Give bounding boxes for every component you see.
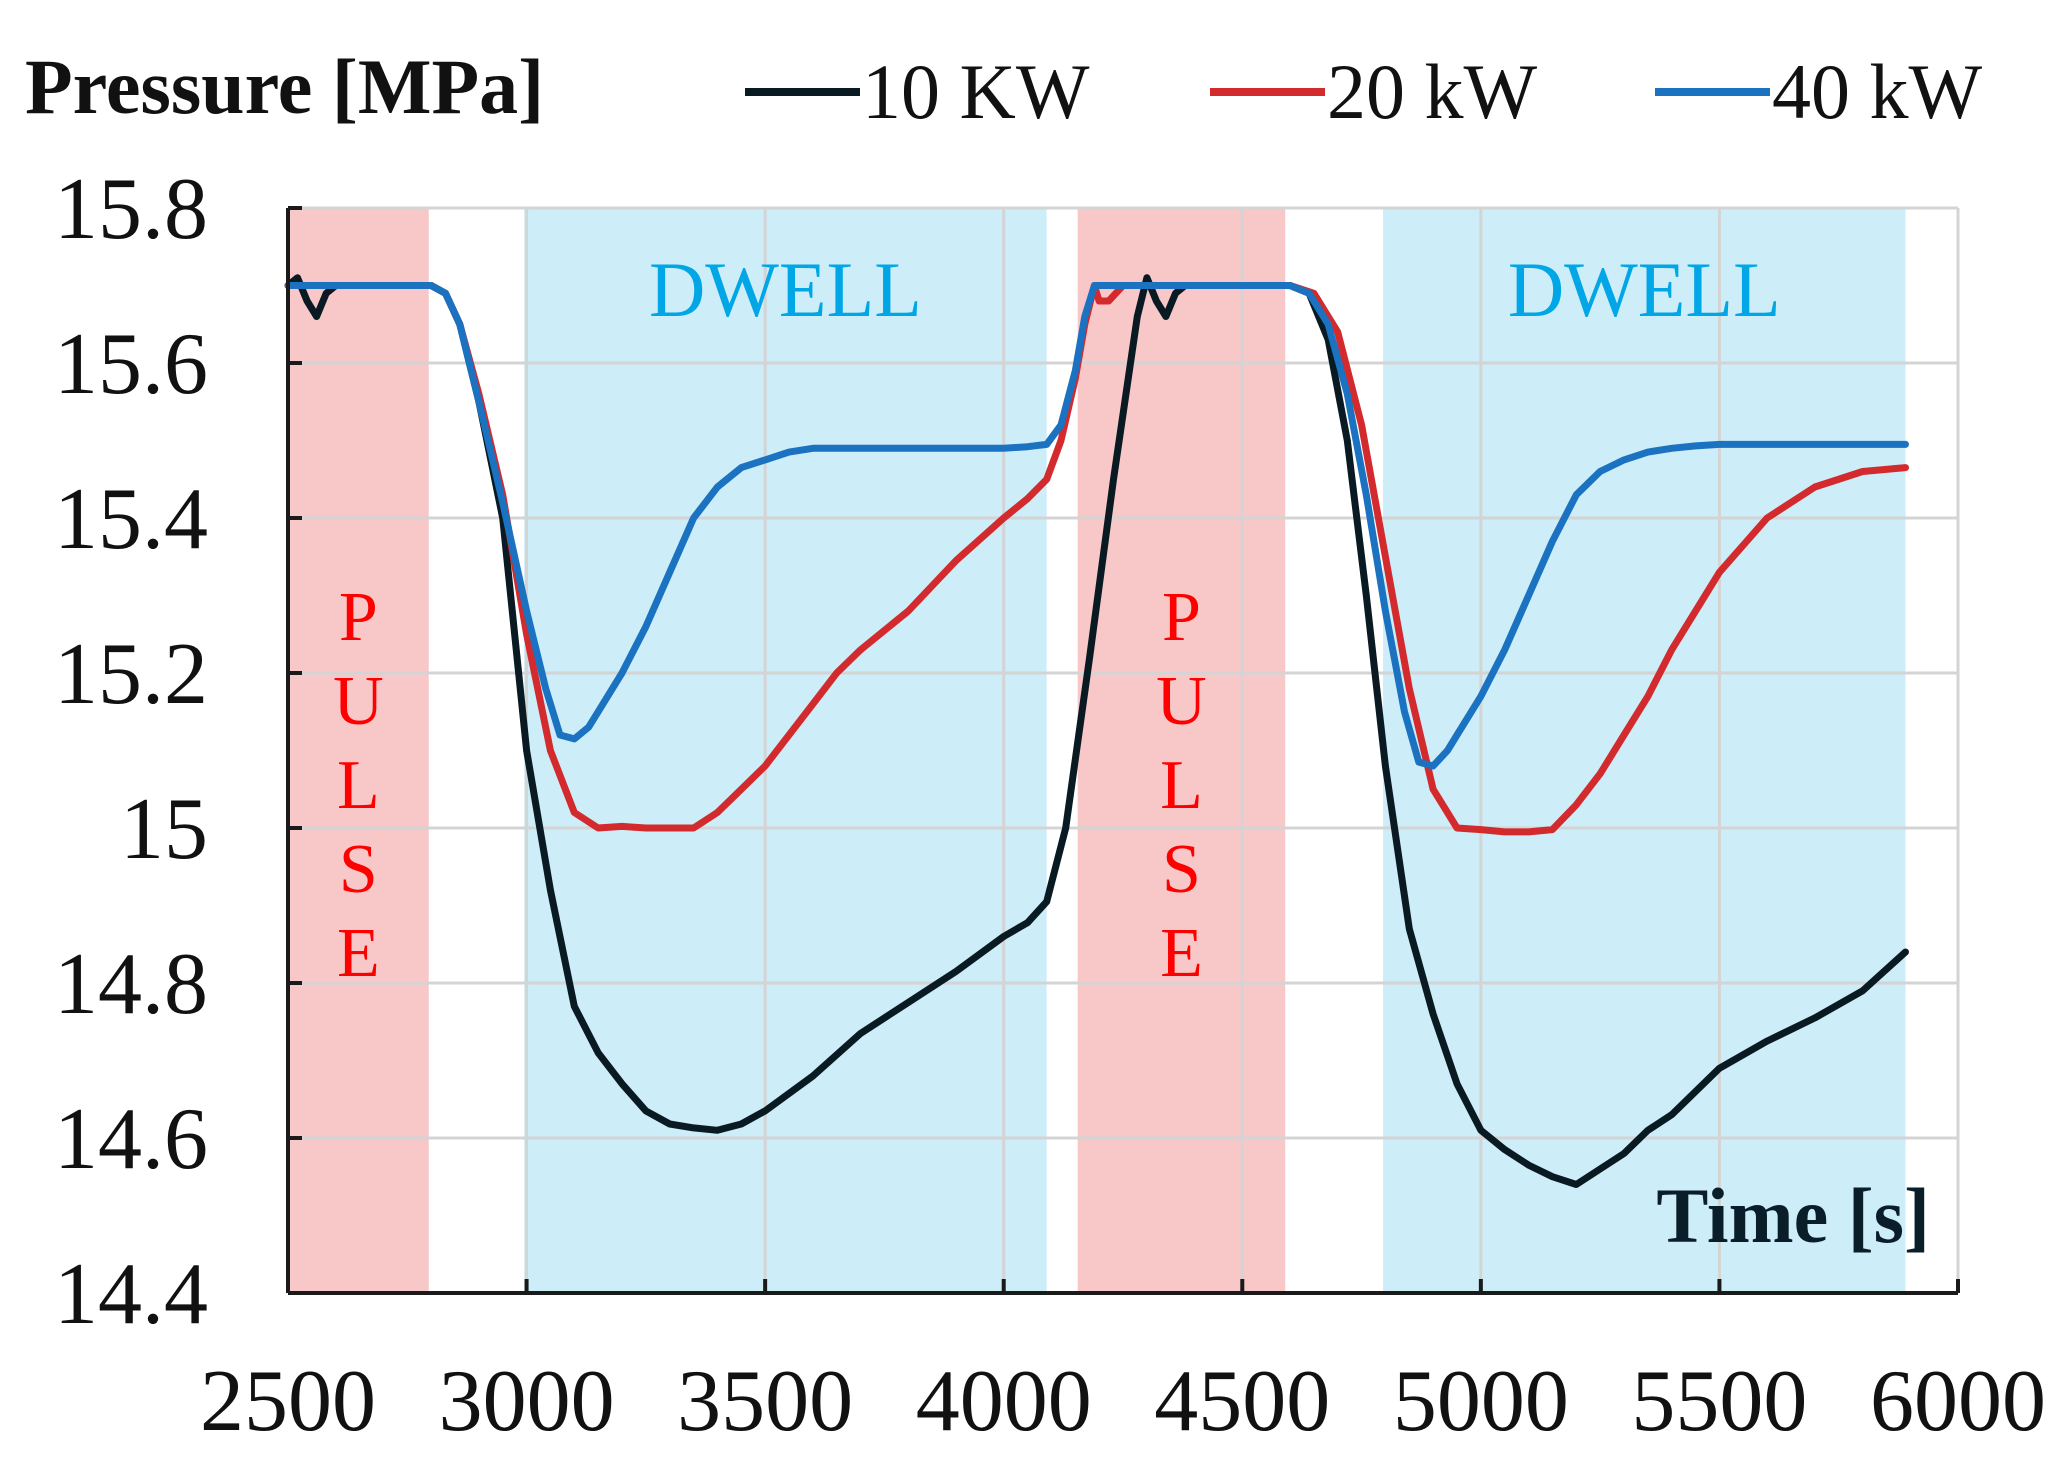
series-line-1: [284, 274, 1909, 1188]
pulse-region-3: [1077, 208, 1286, 1293]
pulse-label-letter: L: [1160, 747, 1203, 824]
y-tick-label: 14.4: [54, 1246, 208, 1343]
x-tick-label: 4000: [916, 1353, 1092, 1450]
y-tick-label: 15: [120, 781, 208, 878]
x-axis-label: Time [s]: [1656, 1172, 1930, 1259]
legend-label-10kw: 10 KW: [862, 48, 1090, 135]
legend-label-40kw: 40 kW: [1772, 48, 1983, 135]
series-line-3: [284, 282, 1909, 770]
phase-regions: [288, 208, 1906, 1293]
pulse-label-letter: E: [337, 915, 380, 992]
x-tick-label: 2500: [200, 1353, 376, 1450]
dwell-label: DWELL: [649, 246, 922, 333]
tick-labels: 2500 3000 3500 4000 4500 5000 5500 6000 15.8 15.6…: [54, 161, 2046, 1450]
pulse-label-letter: U: [333, 663, 384, 740]
y-axis-label: Pressure [MPa]: [25, 43, 544, 130]
dwell-region-2: [524, 208, 1047, 1293]
y-tick-label: 15.8: [54, 161, 208, 258]
pulse-label-letter: P: [339, 579, 378, 656]
x-tick-label: 4500: [1154, 1353, 1330, 1450]
x-tick-label: 3500: [677, 1353, 853, 1450]
legend: 10 KW 20 kW 40 kW: [745, 48, 1983, 135]
x-tick-label: 6000: [1870, 1353, 2046, 1450]
y-tick-label: 14.6: [54, 1091, 208, 1188]
x-tick-label: 5500: [1631, 1353, 1807, 1450]
y-tick-label: 15.2: [54, 626, 208, 723]
pulse-label-letter: S: [339, 831, 378, 908]
x-tick-label: 3000: [439, 1353, 615, 1450]
x-tick-label: 5000: [1393, 1353, 1569, 1450]
legend-label-20kw: 20 kW: [1327, 48, 1538, 135]
pulse-label-letter: L: [337, 747, 380, 824]
pulse-label-letter: U: [1156, 663, 1207, 740]
data-series: [284, 274, 1909, 1188]
pulse-label-letter: S: [1162, 831, 1201, 908]
axes: [286, 206, 1960, 1295]
pulse-label-letter: E: [1160, 915, 1203, 992]
y-tick-label: 15.6: [54, 316, 208, 413]
pulse-region-1: [288, 208, 429, 1293]
pulse-label-letter: P: [1162, 579, 1201, 656]
dwell-label: DWELL: [1508, 246, 1781, 333]
y-tick-label: 15.4: [54, 471, 208, 568]
y-tick-label: 14.8: [54, 936, 208, 1033]
